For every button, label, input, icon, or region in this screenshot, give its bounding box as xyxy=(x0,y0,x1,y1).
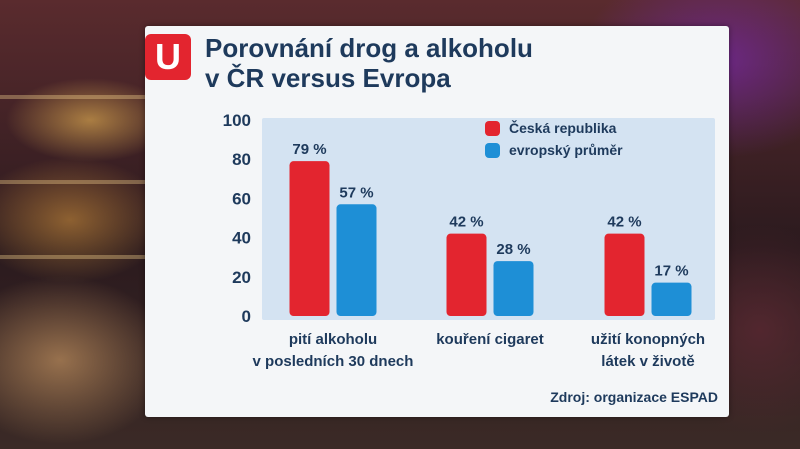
x-category-label: v posledních 30 dnech xyxy=(253,353,414,370)
x-category-label: užití konopných xyxy=(591,331,705,348)
chart-title-line1: Porovnání drog a alkoholu xyxy=(205,33,533,63)
bar xyxy=(446,233,487,316)
shelf-light xyxy=(0,180,200,184)
data-label: 42 % xyxy=(607,214,641,231)
shelf-light xyxy=(0,255,200,259)
legend-label: Česká republika xyxy=(509,119,617,136)
legend-swatch xyxy=(485,143,500,158)
data-label: 57 % xyxy=(339,184,373,201)
channel-logo: U xyxy=(145,34,191,80)
data-label: 79 % xyxy=(292,141,326,158)
chart-title-line2: v ČR versus Evropa xyxy=(205,63,451,93)
bar xyxy=(651,282,692,316)
x-category-label: látek v životě xyxy=(601,353,694,370)
legend-swatch xyxy=(485,121,500,136)
source-note: Zdroj: organizace ESPAD xyxy=(550,389,718,405)
bar xyxy=(604,233,645,316)
y-tick-label: 60 xyxy=(232,189,251,208)
y-tick-label: 40 xyxy=(232,229,251,248)
y-tick-label: 80 xyxy=(232,150,251,169)
shelf-light xyxy=(0,95,200,99)
x-category-label: kouření cigaret xyxy=(436,331,544,348)
data-label: 42 % xyxy=(449,214,483,231)
bar xyxy=(336,204,377,316)
y-tick-label: 100 xyxy=(223,111,251,130)
data-label: 17 % xyxy=(654,263,688,280)
x-category-label: pití alkoholu xyxy=(289,331,377,348)
y-tick-label: 0 xyxy=(242,307,251,326)
chart-title: Porovnání drog a alkoholu v ČR versus Ev… xyxy=(205,33,533,93)
y-tick-label: 20 xyxy=(232,268,251,287)
data-label: 28 % xyxy=(496,241,530,258)
bar xyxy=(289,161,330,316)
bar xyxy=(493,261,534,316)
legend-label: evropský průměr xyxy=(509,142,623,158)
logo-letter: U xyxy=(155,36,181,77)
bar-chart: 0 20 40 60 80 100 79 % 42 % 42 % 57 % 28 % 17 % pití… xyxy=(223,111,715,370)
